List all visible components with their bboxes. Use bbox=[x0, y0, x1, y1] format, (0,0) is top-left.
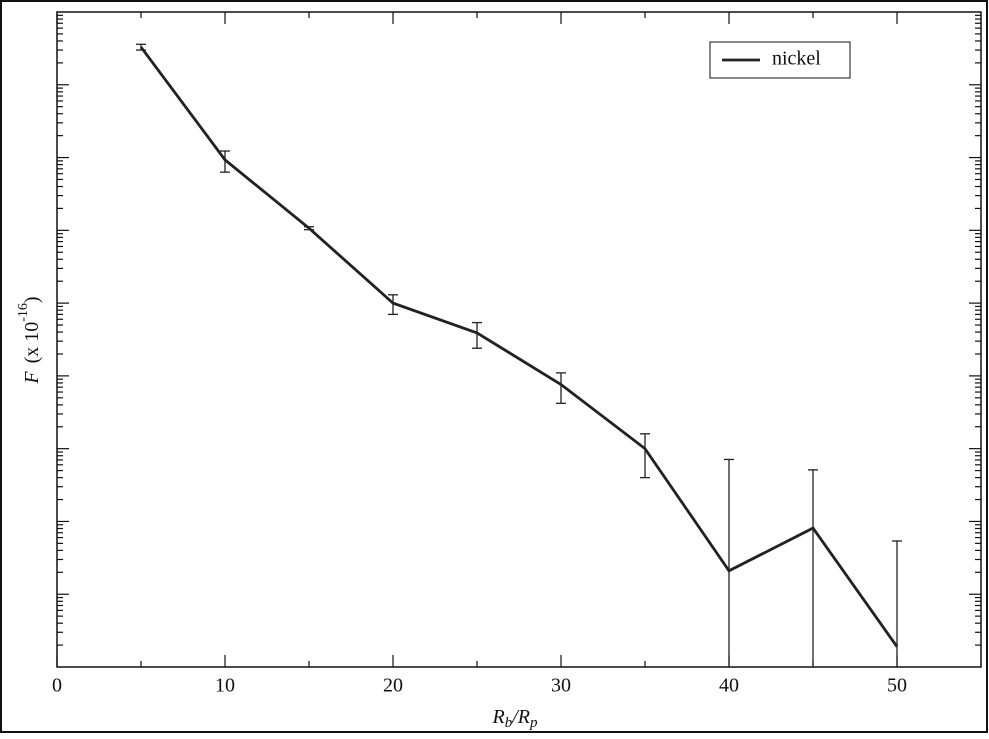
y-axis-label: F (x 10-16) bbox=[16, 296, 42, 384]
x-tick-label: 40 bbox=[719, 675, 739, 697]
x-label-part: p bbox=[529, 715, 538, 731]
x-label-part: b bbox=[505, 715, 513, 731]
legend-label: nickel bbox=[772, 48, 821, 70]
data-line bbox=[139, 46, 899, 648]
plot-area bbox=[56, 11, 982, 668]
x-label-part: /R bbox=[511, 706, 530, 728]
y-label-part: F bbox=[21, 371, 43, 385]
x-tick-label: 20 bbox=[383, 675, 403, 697]
x-tick-label: 30 bbox=[551, 675, 571, 697]
x-label-part: R bbox=[492, 706, 505, 728]
x-axis-label: Rb/Rp bbox=[492, 706, 539, 732]
y-label-part: (x 10 bbox=[21, 322, 43, 364]
x-tick-label: 50 bbox=[887, 675, 907, 697]
x-tick-label: 10 bbox=[215, 675, 235, 697]
y-label-part: -16 bbox=[16, 303, 31, 322]
y-label-part: ) bbox=[21, 296, 43, 303]
x-tick-label: 0 bbox=[52, 675, 62, 697]
